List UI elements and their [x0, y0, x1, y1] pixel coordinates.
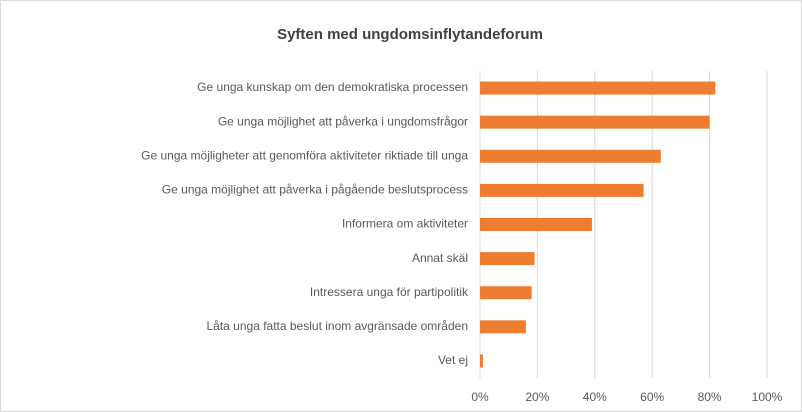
y-tick-label: Ge unga möjlighet att påverka i pågående…: [162, 183, 468, 197]
bar: [480, 320, 526, 334]
x-tick-label: 60%: [640, 390, 664, 404]
y-tick-label: Annat skäl: [412, 251, 468, 265]
bar: [480, 252, 535, 266]
x-tick-label: 20%: [525, 390, 549, 404]
bar: [480, 286, 532, 300]
x-tick-label: 100%: [752, 390, 783, 404]
bar: [480, 149, 661, 163]
bar: [480, 183, 644, 197]
x-tick-label: 0%: [471, 390, 489, 404]
y-tick-label: Informera om aktiviteter: [342, 217, 468, 231]
y-tick-label: Intressera unga för partipolitik: [310, 285, 469, 299]
x-tick-label: 40%: [583, 390, 607, 404]
y-tick-label: Ge unga möjlighet att påverka i ungdomsf…: [218, 114, 468, 128]
y-tick-label: Låta unga fatta beslut inom avgränsade o…: [206, 319, 468, 333]
x-tick-label: 80%: [698, 390, 722, 404]
y-tick-label: Ge unga kunskap om den demokratiska proc…: [197, 80, 468, 94]
y-tick-label: Ge unga möjligheter att genomföra aktivi…: [141, 148, 468, 162]
y-tick-label: Vet ej: [438, 353, 468, 367]
bar: [480, 354, 483, 368]
bar: [480, 81, 716, 95]
bar: [480, 115, 710, 129]
bar: [480, 218, 592, 231]
chart-title: Syften med ungdomsinflytandeforum: [277, 26, 543, 43]
